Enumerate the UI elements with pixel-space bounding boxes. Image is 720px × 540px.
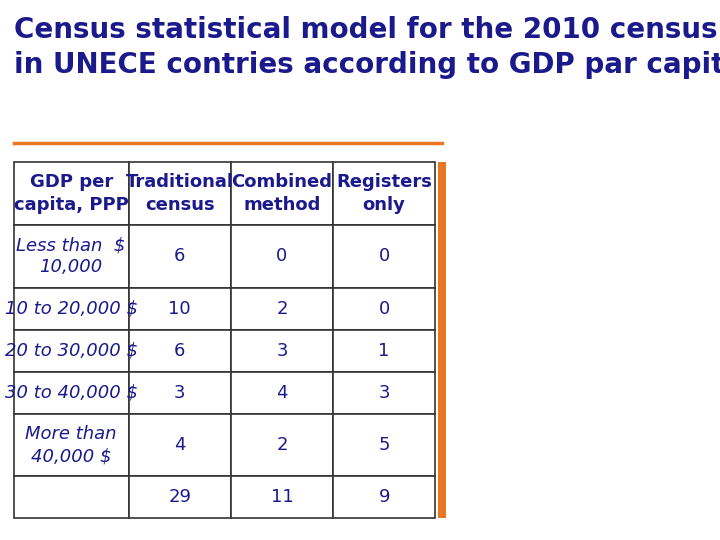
Bar	[333, 476, 436, 518]
Bar	[14, 330, 129, 372]
Bar	[231, 372, 333, 414]
Text: 0: 0	[379, 247, 390, 265]
Bar	[231, 414, 333, 476]
Bar	[129, 414, 231, 476]
Bar	[231, 476, 333, 518]
Text: Less than  $
10,000: Less than $ 10,000	[17, 236, 126, 276]
Bar	[231, 225, 333, 288]
Bar	[231, 330, 333, 372]
Text: 10 to 20,000 $: 10 to 20,000 $	[4, 300, 138, 318]
Bar	[14, 225, 129, 288]
Text: Census statistical model for the 2010 census round
in UNECE contries according t: Census statistical model for the 2010 ce…	[14, 16, 720, 79]
Text: 6: 6	[174, 247, 186, 265]
Bar	[231, 162, 333, 225]
Text: 6: 6	[174, 342, 186, 360]
Text: 0: 0	[276, 247, 287, 265]
Bar	[333, 414, 436, 476]
Text: 4: 4	[276, 383, 288, 402]
Text: Combined
method: Combined method	[231, 173, 333, 213]
Bar	[333, 225, 436, 288]
Text: 4: 4	[174, 436, 186, 454]
Bar	[438, 162, 446, 518]
Text: 5: 5	[379, 436, 390, 454]
Text: 11: 11	[271, 489, 293, 507]
Bar	[14, 288, 129, 330]
Bar	[14, 414, 129, 476]
Text: 20 to 30,000 $: 20 to 30,000 $	[4, 342, 138, 360]
Bar	[333, 330, 436, 372]
Bar	[129, 225, 231, 288]
Text: 0: 0	[379, 300, 390, 318]
Bar	[129, 476, 231, 518]
Bar	[14, 476, 129, 518]
Text: 1: 1	[379, 342, 390, 360]
Text: 3: 3	[174, 383, 186, 402]
Text: 2: 2	[276, 300, 288, 318]
Text: GDP per
capita, PPP: GDP per capita, PPP	[14, 173, 129, 213]
Text: 3: 3	[379, 383, 390, 402]
Bar	[129, 372, 231, 414]
Bar	[231, 288, 333, 330]
Bar	[129, 162, 231, 225]
Text: 30 to 40,000 $: 30 to 40,000 $	[4, 383, 138, 402]
Bar	[333, 288, 436, 330]
Text: 3: 3	[276, 342, 288, 360]
Bar	[129, 330, 231, 372]
Bar	[14, 372, 129, 414]
Bar	[333, 372, 436, 414]
Text: 29: 29	[168, 489, 192, 507]
Text: 2: 2	[276, 436, 288, 454]
Bar	[333, 162, 436, 225]
Text: Traditional
census: Traditional census	[126, 173, 234, 213]
Text: More than
40,000 $: More than 40,000 $	[25, 425, 117, 465]
Bar	[14, 162, 129, 225]
Text: 9: 9	[379, 489, 390, 507]
Text: 10: 10	[168, 300, 191, 318]
Bar	[129, 288, 231, 330]
Text: Registers
only: Registers only	[336, 173, 432, 213]
